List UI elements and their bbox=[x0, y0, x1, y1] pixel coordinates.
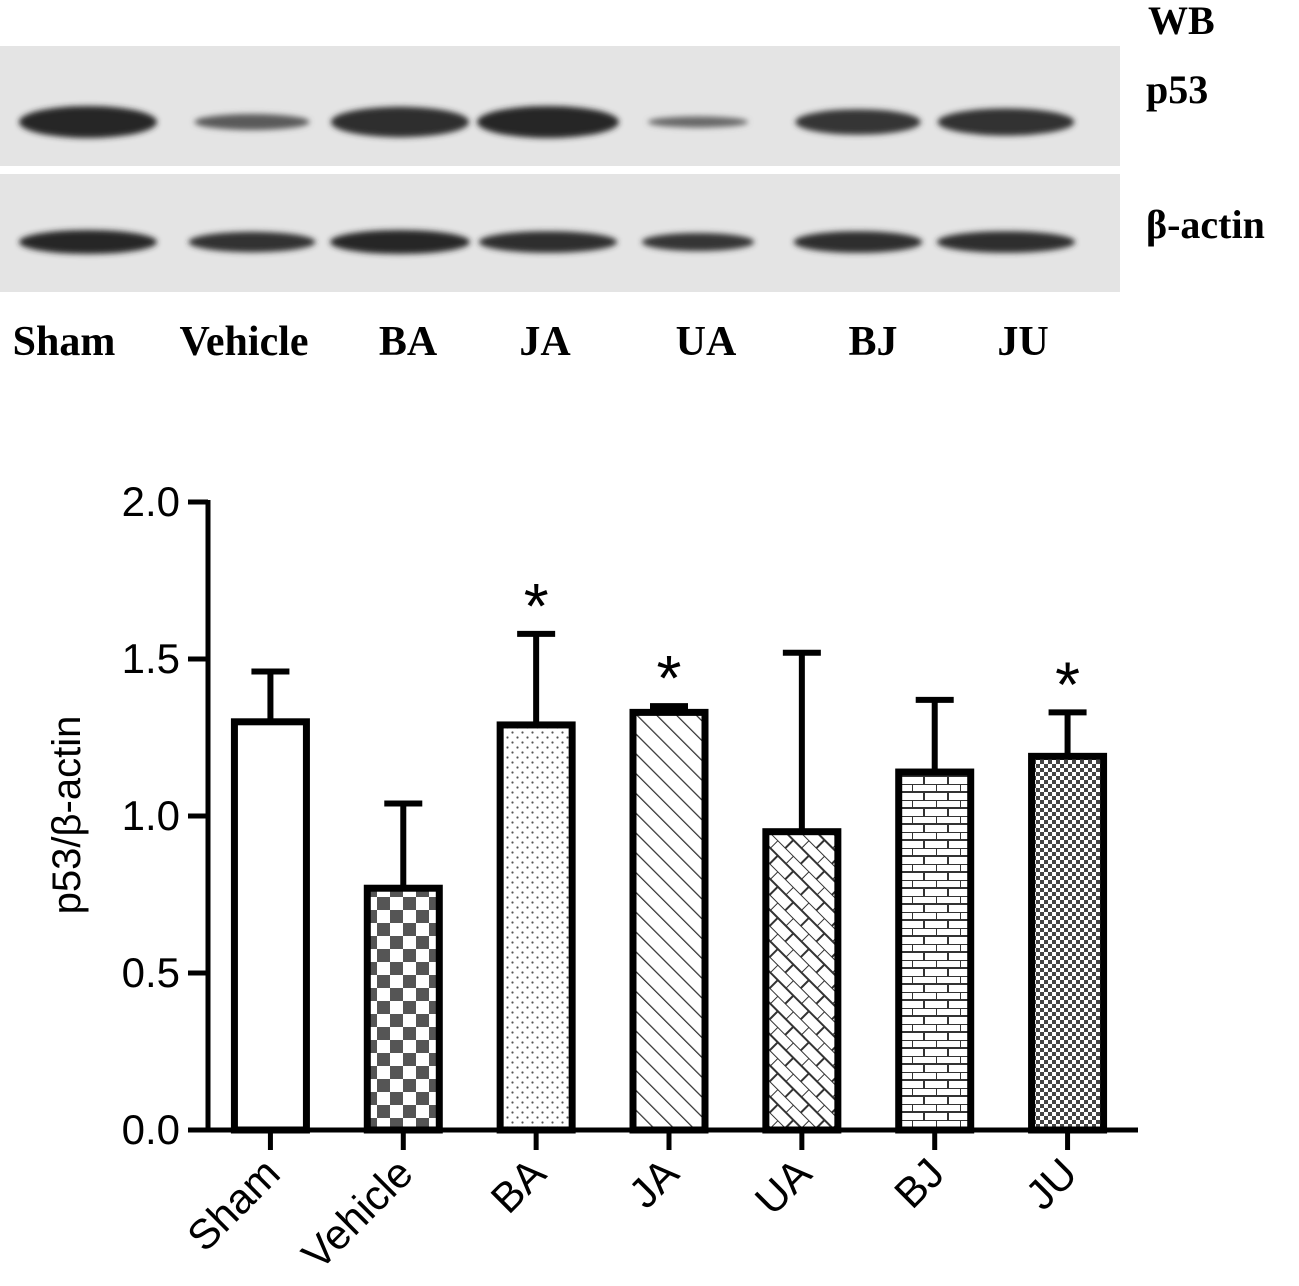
blot-band bbox=[795, 109, 921, 135]
blot-lane-label: Vehicle bbox=[179, 319, 308, 365]
y-tick-label: 1.5 bbox=[122, 635, 180, 682]
x-axis: Sham Vehicle BA JA UA BJ JU bbox=[178, 1127, 1138, 1278]
blot-lane-labels: Sham Vehicle BA JA UA BJ JU bbox=[13, 319, 1049, 365]
blot-band bbox=[477, 106, 619, 138]
blot-strip-p53 bbox=[0, 46, 1120, 166]
blot-lane-label: BA bbox=[379, 319, 438, 365]
blot-band bbox=[793, 231, 923, 253]
y-tick-label: 0.0 bbox=[122, 1106, 180, 1153]
bar bbox=[1028, 752, 1108, 1134]
x-tick-label: Sham bbox=[178, 1149, 289, 1260]
blot-lane-label: UA bbox=[676, 319, 737, 365]
significance-marker: * bbox=[657, 642, 682, 714]
blot-band bbox=[188, 231, 316, 253]
y-tick-label: 1.0 bbox=[122, 792, 180, 839]
blot-bands bbox=[19, 106, 1076, 254]
bars: * * * bbox=[230, 570, 1108, 1134]
significance-marker: * bbox=[524, 570, 549, 642]
y-axis-label: p53/β-actin bbox=[45, 716, 89, 915]
blot-lane-label: BJ bbox=[848, 319, 897, 365]
bar bbox=[629, 708, 709, 1134]
blot-band bbox=[19, 230, 157, 254]
blot-row-label-p53: p53 bbox=[1146, 67, 1208, 112]
blot-band bbox=[19, 106, 157, 138]
blot-band bbox=[194, 114, 310, 130]
x-tick-label: BA bbox=[482, 1149, 555, 1222]
blot-lane-label: JU bbox=[997, 319, 1048, 365]
bar bbox=[230, 718, 310, 1134]
blot-band bbox=[647, 116, 749, 128]
western-blot-panel: WB p53 β-actin Sham Vehicle BA JA UA BJ JU bbox=[0, 0, 1265, 365]
blot-header-wb: WB bbox=[1148, 0, 1215, 43]
bar bbox=[496, 721, 576, 1134]
significance-marker: * bbox=[1055, 648, 1080, 720]
x-tick-label: UA bbox=[746, 1149, 821, 1224]
y-tick-label: 0.5 bbox=[122, 949, 180, 996]
blot-band bbox=[937, 108, 1075, 136]
x-tick-label: Vehicle bbox=[293, 1149, 422, 1278]
blot-lane-label: Sham bbox=[13, 319, 116, 365]
blot-band bbox=[641, 233, 755, 251]
blot-row-label-actin: β-actin bbox=[1146, 202, 1265, 247]
blot-band bbox=[936, 231, 1076, 253]
blot-band bbox=[330, 230, 470, 254]
bar bbox=[895, 768, 975, 1134]
bar bbox=[762, 828, 842, 1134]
y-axis: 0.0 0.5 1.0 1.5 2.0 bbox=[122, 478, 211, 1153]
x-tick-label: JA bbox=[619, 1149, 687, 1217]
blot-band bbox=[330, 106, 470, 138]
blot-band bbox=[478, 231, 618, 253]
bar bbox=[363, 884, 443, 1134]
x-tick-label: JU bbox=[1016, 1149, 1086, 1219]
x-tick-label: BJ bbox=[885, 1149, 953, 1217]
y-tick-label: 2.0 bbox=[122, 478, 180, 525]
blot-lane-label: JA bbox=[519, 319, 571, 365]
